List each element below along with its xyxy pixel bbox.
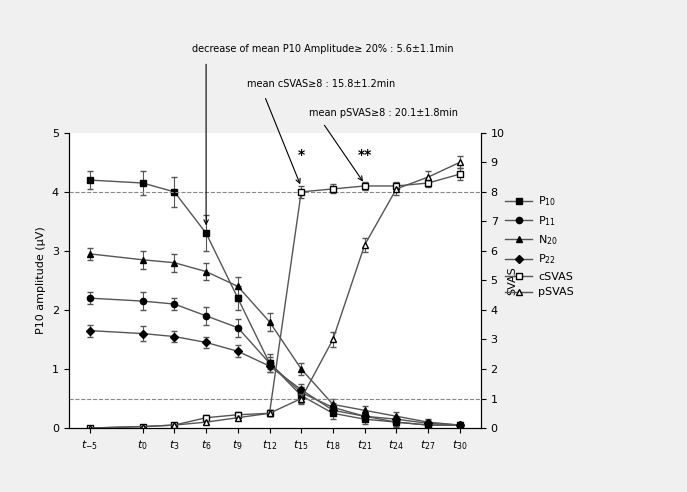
Y-axis label: P10 amplitude (μV): P10 amplitude (μV) xyxy=(36,226,46,335)
Y-axis label: SVAS: SVAS xyxy=(508,266,517,295)
Legend: $\mathregular{P_{10}}$, $\mathregular{P_{11}}$, $\mathregular{N_{20}}$, $\mathre: $\mathregular{P_{10}}$, $\mathregular{P_… xyxy=(500,190,578,302)
Text: decrease of mean P10 Amplitude≥ 20% : 5.6±1.1min: decrease of mean P10 Amplitude≥ 20% : 5.… xyxy=(192,44,454,54)
Text: mean pSVAS≥8 : 20.1±1.8min: mean pSVAS≥8 : 20.1±1.8min xyxy=(309,108,458,118)
Text: **: ** xyxy=(357,149,372,162)
Text: *: * xyxy=(297,149,305,162)
Text: mean cSVAS≥8 : 15.8±1.2min: mean cSVAS≥8 : 15.8±1.2min xyxy=(247,79,396,89)
